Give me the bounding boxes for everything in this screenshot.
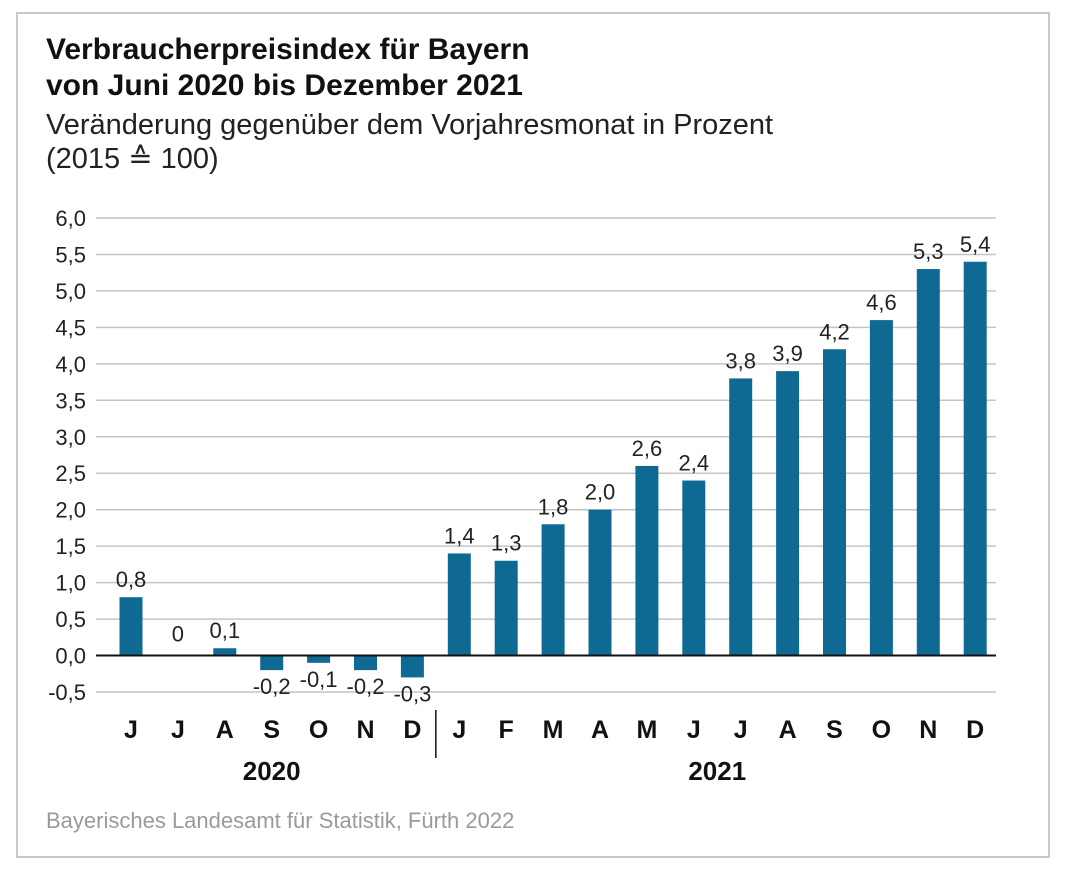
x-tick-label: F — [499, 716, 514, 744]
data-label: 2,4 — [679, 451, 710, 476]
x-tick-label: O — [872, 716, 891, 744]
y-tick-label: 6,0 — [55, 206, 86, 231]
x-tick-label: N — [356, 716, 374, 744]
x-tick-label: S — [263, 716, 280, 744]
y-tick-label: 1,5 — [55, 534, 86, 559]
x-tick-label: A — [779, 716, 797, 744]
data-label: 4,2 — [819, 319, 850, 344]
y-tick-label: 2,0 — [55, 498, 86, 523]
data-label: 4,6 — [866, 290, 897, 315]
data-label: 3,8 — [725, 348, 756, 373]
x-tick-label: M — [636, 716, 657, 744]
bar — [588, 509, 612, 656]
x-tick-label: J — [452, 716, 466, 744]
bar — [400, 655, 424, 678]
data-label: -0,1 — [300, 667, 338, 692]
y-tick-label: -0,5 — [48, 680, 86, 705]
data-label: 5,3 — [913, 239, 944, 264]
x-tick-label: A — [591, 716, 609, 744]
bar — [729, 378, 753, 656]
data-label: 1,4 — [444, 523, 475, 548]
data-label: 1,8 — [538, 494, 569, 519]
y-tick-label: 3,0 — [55, 425, 86, 450]
x-tick-label: N — [919, 716, 937, 744]
chart-subtitle-line1: Veränderung gegenüber dem Vorjahresmonat… — [46, 109, 774, 141]
data-label: 2,6 — [632, 436, 663, 461]
chart-subtitle: Veränderung gegenüber dem Vorjahresmonat… — [46, 108, 773, 176]
data-label: -0,2 — [253, 674, 291, 699]
data-label: 0 — [172, 622, 184, 647]
x-tick-label: J — [687, 716, 701, 744]
bar — [447, 553, 471, 656]
y-tick-label: 4,0 — [55, 352, 86, 377]
chart-title-line2: von Juni 2020 bis Dezember 2021 — [46, 69, 523, 102]
data-label: 0,8 — [116, 567, 147, 592]
y-tick-label: 3,5 — [55, 388, 86, 413]
source-note: Bayerisches Landesamt für Statistik, Für… — [46, 808, 515, 833]
x-tick-label: D — [403, 716, 421, 744]
chart-subtitle-line2: (2015 ≙ 100) — [46, 143, 219, 175]
chart-title-line1: Verbraucherpreisindex für Bayern — [46, 33, 530, 66]
y-tick-label: 4,5 — [55, 315, 86, 340]
x-tick-label: M — [543, 716, 564, 744]
bar — [869, 320, 893, 656]
y-tick-label: 5,0 — [55, 279, 86, 304]
year-label: 2021 — [688, 756, 746, 786]
bar — [354, 655, 377, 671]
data-label: 1,3 — [491, 531, 522, 556]
data-label: 0,1 — [210, 618, 241, 643]
data-label: 5,4 — [960, 232, 991, 257]
bar — [119, 597, 143, 656]
x-tick-label: J — [734, 716, 748, 744]
bar — [963, 261, 987, 656]
x-tick-label: S — [826, 716, 843, 744]
x-tick-label: J — [171, 716, 185, 744]
bar — [916, 269, 940, 656]
bar — [823, 349, 846, 656]
y-tick-label: 0,0 — [55, 644, 86, 669]
y-tick-label: 0,5 — [55, 607, 86, 632]
bar — [682, 480, 706, 656]
bar — [776, 371, 800, 656]
data-label: 2,0 — [585, 480, 616, 505]
x-tick-label: A — [216, 716, 234, 744]
x-tick-label: O — [309, 716, 328, 744]
data-label: -0,3 — [393, 681, 431, 706]
chart-title: Verbraucherpreisindex für Bayern von Jun… — [46, 32, 530, 104]
bar — [494, 560, 518, 656]
bar — [213, 648, 237, 656]
x-tick-label: D — [966, 716, 984, 744]
y-tick-label: 5,5 — [55, 242, 86, 267]
year-label: 2020 — [243, 756, 301, 786]
bar — [635, 465, 659, 656]
bar — [541, 524, 565, 656]
data-label: -0,2 — [347, 674, 385, 699]
y-tick-label: 2,5 — [55, 461, 86, 486]
data-label: 3,9 — [772, 341, 803, 366]
x-tick-label: J — [124, 716, 138, 744]
y-tick-label: 1,0 — [55, 571, 86, 596]
bar — [260, 655, 284, 671]
bar — [307, 655, 331, 663]
